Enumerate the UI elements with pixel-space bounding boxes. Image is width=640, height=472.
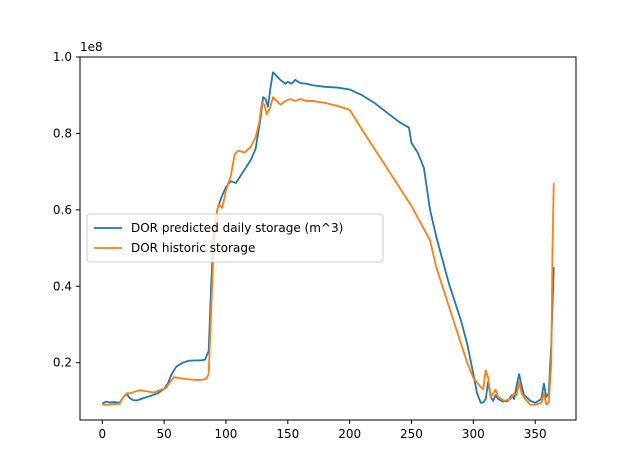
legend-box <box>86 213 384 263</box>
legend-label-1: DOR historic storage <box>131 241 255 255</box>
y-tick-label: 1.0 <box>53 50 72 64</box>
y-tick-label: 0.6 <box>53 203 72 217</box>
y-axis-offset-label: 1e8 <box>80 40 103 54</box>
x-tick-label: 0 <box>98 427 106 441</box>
x-tick-label: 350 <box>524 427 547 441</box>
legend-label-0: DOR predicted daily storage (m^3) <box>131 221 343 235</box>
x-tick-label: 150 <box>276 427 299 441</box>
y-tick-label: 0.2 <box>53 356 72 370</box>
y-tick-label: 0.4 <box>53 279 72 293</box>
x-tick-label: 50 <box>156 427 171 441</box>
x-tick-label: 200 <box>338 427 361 441</box>
plot-lines <box>101 71 555 406</box>
x-tick-label: 300 <box>462 427 485 441</box>
axes-frame <box>79 56 577 421</box>
y-tick-label: 0.8 <box>53 126 72 140</box>
x-axis: 0 50 100 150 200 250 300 350 <box>98 420 547 441</box>
y-axis: 0.2 0.4 0.6 0.8 1.0 <box>53 50 80 370</box>
series-line-1 <box>102 96 555 406</box>
x-tick-label: 250 <box>400 427 423 441</box>
legend: DOR predicted daily storage (m^3) DOR his… <box>86 213 384 263</box>
x-tick-label: 100 <box>215 427 238 441</box>
